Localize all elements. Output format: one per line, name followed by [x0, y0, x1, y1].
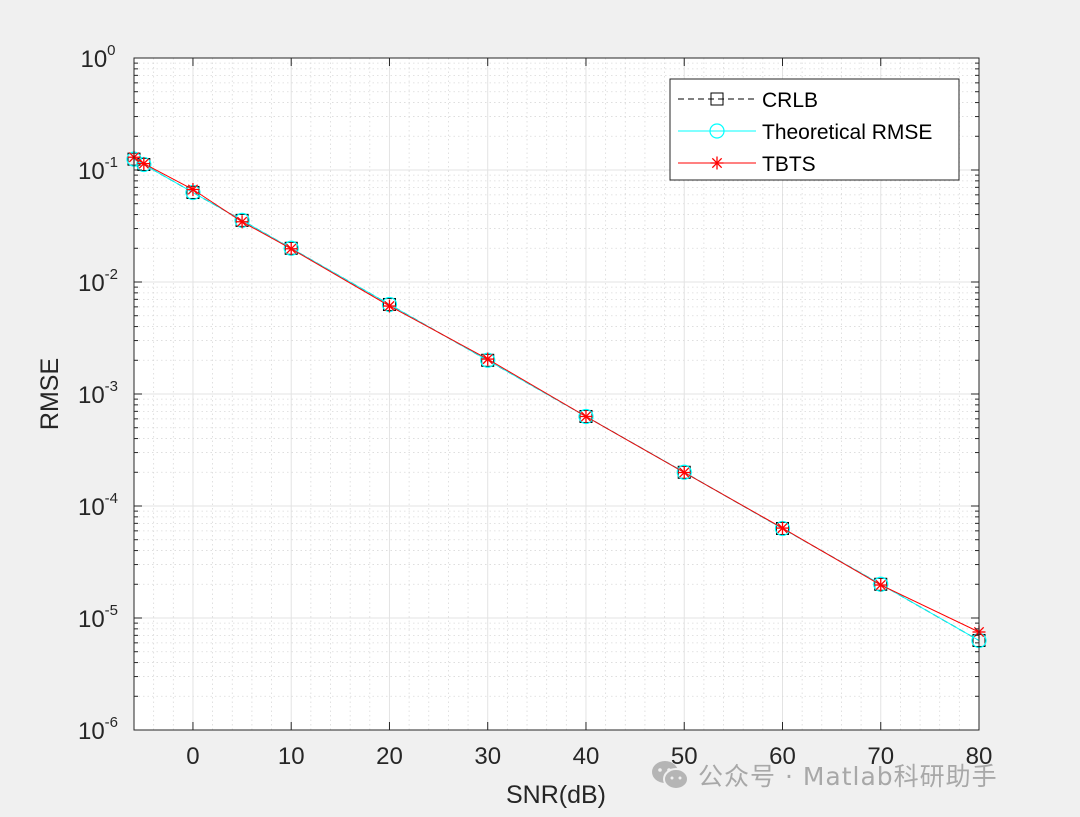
data-point — [235, 215, 249, 229]
data-point — [137, 157, 151, 171]
data-point — [284, 242, 298, 256]
x-tick-label: 60 — [769, 743, 796, 770]
x-tick-label: 40 — [573, 743, 600, 770]
data-point — [774, 520, 791, 537]
data-point — [677, 466, 691, 480]
series-line — [133, 156, 980, 633]
data-point — [578, 408, 594, 425]
y-tick-label: 10-4 — [78, 490, 118, 521]
data-point — [579, 409, 593, 423]
y-tick-label: 10-1 — [78, 154, 118, 185]
data-point — [775, 521, 789, 535]
x-tick-label: 10 — [278, 743, 305, 770]
x-axis-label: SNR(dB) — [506, 781, 606, 809]
data-point — [283, 240, 299, 256]
x-tick-labels: 0 10 20 30 40 50 60 70 80 — [186, 743, 992, 770]
legend-marker — [709, 123, 725, 139]
y-tick-label: 10-2 — [78, 266, 118, 297]
y-tick-label: 10-5 — [78, 602, 118, 633]
x-tick-label: 0 — [186, 743, 199, 770]
legend: CRLB Theoretical RMSE TBTS — [669, 78, 960, 181]
data-point — [481, 352, 495, 366]
axis-ticks — [134, 57, 980, 731]
wechat-icon — [652, 761, 689, 790]
legend-label: CRLB — [762, 89, 818, 112]
legend-item: Theoretical RMSE — [678, 121, 932, 144]
legend-item: CRLB — [678, 89, 818, 112]
y-axis-label: RMSE — [36, 358, 64, 430]
y-tick-label: 10-3 — [78, 378, 118, 409]
legend-label: Theoretical RMSE — [762, 121, 932, 144]
data-point — [186, 182, 200, 196]
legend-marker — [710, 92, 724, 106]
x-tick-label: 30 — [474, 743, 501, 770]
y-tick-label: 100 — [80, 42, 115, 73]
y-tick-label: 10-6 — [78, 714, 118, 745]
data-point — [874, 578, 888, 592]
watermark-text: 公众号 · Matlab科研助手 — [698, 762, 998, 791]
legend-item: TBTS — [678, 153, 816, 176]
data-point — [676, 464, 692, 480]
watermark: 公众号 · Matlab科研助手 — [650, 755, 998, 795]
x-tick-label: 20 — [376, 743, 403, 770]
x-tick-label: 70 — [867, 743, 894, 770]
legend-marker — [710, 156, 724, 170]
x-tick-label: 80 — [966, 743, 993, 770]
y-tick-labels: 10-6 10-5 10-4 10-3 10-2 10-1 100 — [78, 42, 118, 745]
legend-label: TBTS — [762, 153, 816, 176]
data-point — [382, 299, 396, 313]
